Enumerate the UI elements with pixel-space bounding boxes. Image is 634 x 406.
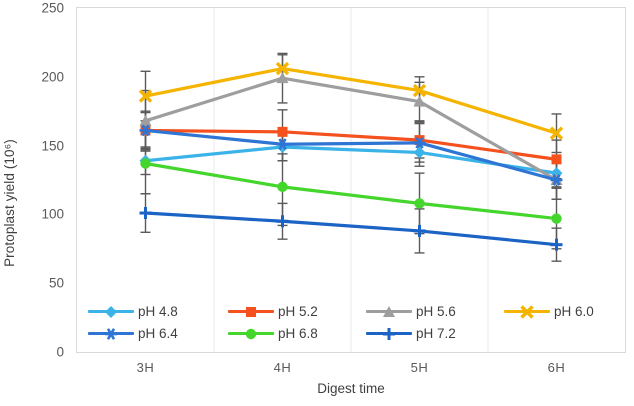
legend-item-ph-4-8[interactable]: pH 4.8 <box>88 300 178 322</box>
y-tick-label: 100 <box>41 206 64 222</box>
legend-marker-icon <box>88 303 134 319</box>
legend-label: pH 7.2 <box>416 325 456 341</box>
legend-row: pH 4.8 pH 5.2 pH 5.6 pH 6.0 <box>88 300 608 322</box>
x-tick-label: 4H <box>273 360 292 375</box>
y-tick-label: 150 <box>41 138 64 154</box>
y-tick-label: 200 <box>41 69 64 85</box>
y-axis-tick-labels: 250 200 150 100 50 0 <box>0 0 70 406</box>
legend-row: pH 6.4 pH 6.8 pH 7.2 <box>88 322 608 344</box>
legend-item-ph-6-4[interactable]: pH 6.4 <box>88 322 178 344</box>
x-tick-label: 5H <box>410 360 429 375</box>
legend-label: pH 5.6 <box>416 303 456 319</box>
legend-label: pH 6.8 <box>278 325 318 341</box>
legend-marker-icon <box>88 325 134 341</box>
legend-marker-icon <box>366 303 412 319</box>
legend-item-ph-5-2[interactable]: pH 5.2 <box>228 300 318 322</box>
x-tick-label: 3H <box>136 360 155 375</box>
y-tick-label: 250 <box>41 0 64 16</box>
x-tick-label: 6H <box>547 360 566 375</box>
legend-marker-icon <box>228 325 274 341</box>
x-axis-title: Digest time <box>317 381 385 396</box>
legend-item-ph-5-6[interactable]: pH 5.6 <box>366 300 456 322</box>
legend-item-ph-6-0[interactable]: pH 6.0 <box>504 300 594 322</box>
legend-item-ph-6-8[interactable]: pH 6.8 <box>228 322 318 344</box>
legend-item-ph-7-2[interactable]: pH 7.2 <box>366 322 456 344</box>
legend-label: pH 6.0 <box>554 303 594 319</box>
legend-marker-icon <box>504 303 550 319</box>
y-tick-label: 50 <box>48 275 64 291</box>
legend-marker-icon <box>366 325 412 341</box>
legend-label: pH 6.4 <box>138 325 178 341</box>
legend-marker-icon <box>228 303 274 319</box>
legend-label: pH 4.8 <box>138 303 178 319</box>
y-tick-label: 0 <box>56 344 64 360</box>
legend-label: pH 5.2 <box>278 303 318 319</box>
chart-legend: pH 4.8 pH 5.2 pH 5.6 pH 6.0 pH 6.4 pH 6.8 pH 7… <box>88 300 608 344</box>
